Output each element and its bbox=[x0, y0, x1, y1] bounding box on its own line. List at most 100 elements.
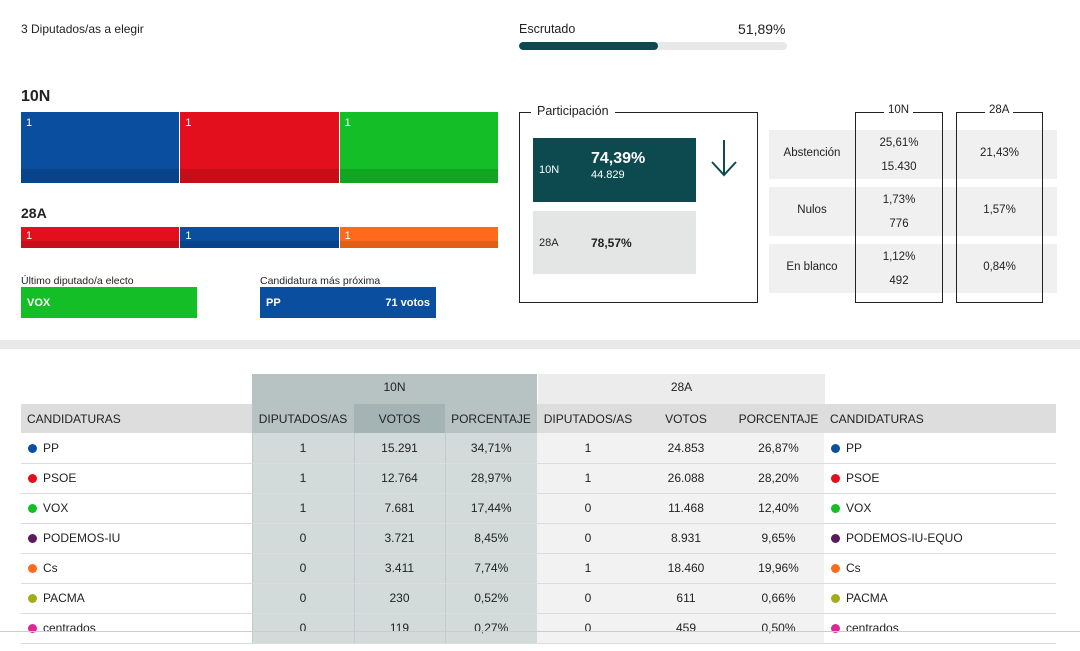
diputados-28a: 0 bbox=[537, 583, 639, 614]
seat-segment: 1 bbox=[180, 112, 339, 183]
party-dot-icon bbox=[831, 504, 840, 513]
seat-count: 1 bbox=[344, 117, 351, 129]
col-header-porcentaje-28a: PORCENTAJE bbox=[733, 404, 824, 433]
stat-name: Abstención bbox=[783, 147, 841, 159]
arrow-down-icon bbox=[711, 140, 737, 177]
party-name: PODEMOS-IU bbox=[43, 531, 121, 545]
party-dot-icon bbox=[831, 474, 840, 483]
diputados-10n: 0 bbox=[251, 583, 354, 614]
stat-10n-votes: 776 bbox=[889, 218, 909, 230]
party-dot-icon bbox=[28, 534, 37, 543]
porcentaje-28a: 26,87% bbox=[733, 433, 824, 464]
stat-10n: 1,73% 776 bbox=[855, 188, 943, 236]
diputados-28a: 0 bbox=[537, 613, 639, 644]
scrutiny-progress-fill bbox=[519, 42, 659, 50]
party-name-28a: PP bbox=[846, 440, 863, 455]
stat-10n-pct: 1,73% bbox=[882, 194, 916, 206]
votos-10n: 15.291 bbox=[353, 433, 445, 464]
col-header-candidaturas: CANDIDATURAS bbox=[21, 404, 252, 433]
party-name: VOX bbox=[43, 501, 69, 515]
diputados-10n: 0 bbox=[251, 613, 354, 644]
porcentaje-10n: 8,45% bbox=[444, 523, 537, 554]
stats-28a-title: 28A bbox=[985, 104, 1014, 116]
stats-10n-title: 10N bbox=[884, 104, 914, 116]
porcentaje-28a: 9,65% bbox=[733, 523, 824, 554]
party-name-28a: PACMA bbox=[846, 591, 888, 605]
seats-bar-10n: 1 1 1 bbox=[21, 112, 498, 183]
diputados-28a: 1 bbox=[537, 433, 639, 464]
party-name: PP bbox=[43, 440, 60, 455]
party-dot-icon bbox=[831, 624, 840, 633]
scrutiny-value: 51,89% bbox=[738, 21, 786, 37]
party-dot-icon bbox=[28, 474, 37, 483]
seats-bar-28a: 1 1 1 bbox=[21, 227, 498, 248]
seats-10n-label: 10N bbox=[21, 88, 51, 105]
porcentaje-10n: 0,27% bbox=[444, 613, 537, 644]
party-cell-28a: PODEMOS-IU-EQUO bbox=[824, 523, 1056, 554]
stat-10n: 1,12% 492 bbox=[855, 245, 943, 293]
table-row: VOX 1 7.681 17,44% 0 11.468 12,40% VOX bbox=[21, 493, 1056, 524]
stat-name: Nulos bbox=[797, 204, 827, 216]
porcentaje-10n: 7,74% bbox=[444, 553, 537, 584]
table-row: PSOE 1 12.764 28,97% 1 26.088 28,20% PSOE bbox=[21, 463, 1056, 494]
party-dot-icon bbox=[28, 504, 37, 513]
diputados-10n: 0 bbox=[251, 523, 354, 554]
party-dot-icon bbox=[831, 564, 840, 573]
party-name-28a: Cs bbox=[846, 561, 861, 575]
stat-10n-votes: 492 bbox=[889, 275, 909, 287]
porcentaje-10n: 34,71% bbox=[444, 433, 537, 464]
scrutiny-progress-bar bbox=[519, 42, 787, 50]
seat-segment: 1 bbox=[21, 227, 180, 248]
party-cell: PODEMOS-IU bbox=[21, 523, 252, 554]
party-cell-28a: Cs bbox=[824, 553, 1056, 584]
col-header-diputados-10n: DIPUTADOS/AS bbox=[252, 404, 354, 433]
party-cell-28a: centrados bbox=[824, 613, 1056, 644]
results-group-10n: 10N bbox=[252, 374, 537, 404]
participation-10n-pct: 74,39% bbox=[591, 150, 646, 167]
porcentaje-28a: 0,50% bbox=[733, 613, 824, 644]
votos-10n: 119 bbox=[353, 613, 445, 644]
party-cell: Cs bbox=[21, 553, 252, 584]
votos-28a: 11.468 bbox=[639, 493, 733, 524]
diputados-28a: 0 bbox=[537, 523, 639, 554]
stat-row-en-blanco: En blanco 1,12% 492 0,84% bbox=[769, 244, 1057, 293]
party-cell: PSOE bbox=[21, 463, 252, 494]
party-dot-icon bbox=[28, 594, 37, 603]
diputados-10n: 1 bbox=[251, 433, 354, 464]
table-row: centrados 0 119 0,27% 0 459 0,50% centrados bbox=[21, 613, 1056, 644]
porcentaje-28a: 19,96% bbox=[733, 553, 824, 584]
table-row: PP 1 15.291 34,71% 1 24.853 26,87% PP bbox=[21, 433, 1056, 464]
porcentaje-10n: 0,52% bbox=[444, 583, 537, 614]
party-cell: PACMA bbox=[21, 583, 252, 614]
next-candidate-box: PP 71 votos bbox=[260, 287, 436, 318]
party-name: centrados bbox=[43, 621, 96, 635]
stat-10n-votes: 15.430 bbox=[881, 161, 917, 173]
diputados-10n: 1 bbox=[251, 493, 354, 524]
party-cell: PP bbox=[21, 433, 252, 464]
stat-28a-pct: 0,84% bbox=[983, 261, 1016, 273]
votos-10n: 3.411 bbox=[353, 553, 445, 584]
votos-28a: 459 bbox=[639, 613, 733, 644]
party-cell: VOX bbox=[21, 493, 252, 524]
participation-28a-pct: 78,57% bbox=[591, 236, 632, 250]
table-row: Cs 0 3.411 7,74% 1 18.460 19,96% Cs bbox=[21, 553, 1056, 584]
stat-name: En blanco bbox=[786, 261, 838, 273]
party-cell-28a: VOX bbox=[824, 493, 1056, 524]
diputados-10n: 0 bbox=[251, 553, 354, 584]
stats-28a-frame bbox=[956, 112, 1043, 303]
votos-28a: 8.931 bbox=[639, 523, 733, 554]
party-name-28a: centrados bbox=[846, 621, 899, 635]
next-candidate-label: Candidatura más próxima bbox=[260, 275, 381, 287]
next-candidate-votes: 71 votos bbox=[385, 297, 430, 309]
porcentaje-28a: 0,66% bbox=[733, 583, 824, 614]
stat-28a-pct: 21,43% bbox=[979, 147, 1019, 159]
stats-10n-frame bbox=[855, 112, 943, 303]
last-elected-box: VOX bbox=[21, 287, 197, 318]
col-header-porcentaje-10n: PORCENTAJE bbox=[445, 404, 537, 433]
seat-count: 1 bbox=[344, 230, 351, 242]
participation-10n-votes: 44.829 bbox=[591, 169, 625, 181]
stat-10n-pct: 1,12% bbox=[882, 251, 916, 263]
party-dot-icon bbox=[831, 534, 840, 543]
participation-10n: 10N 74,39% 44.829 bbox=[533, 138, 696, 202]
party-cell-28a: PSOE bbox=[824, 463, 1056, 494]
